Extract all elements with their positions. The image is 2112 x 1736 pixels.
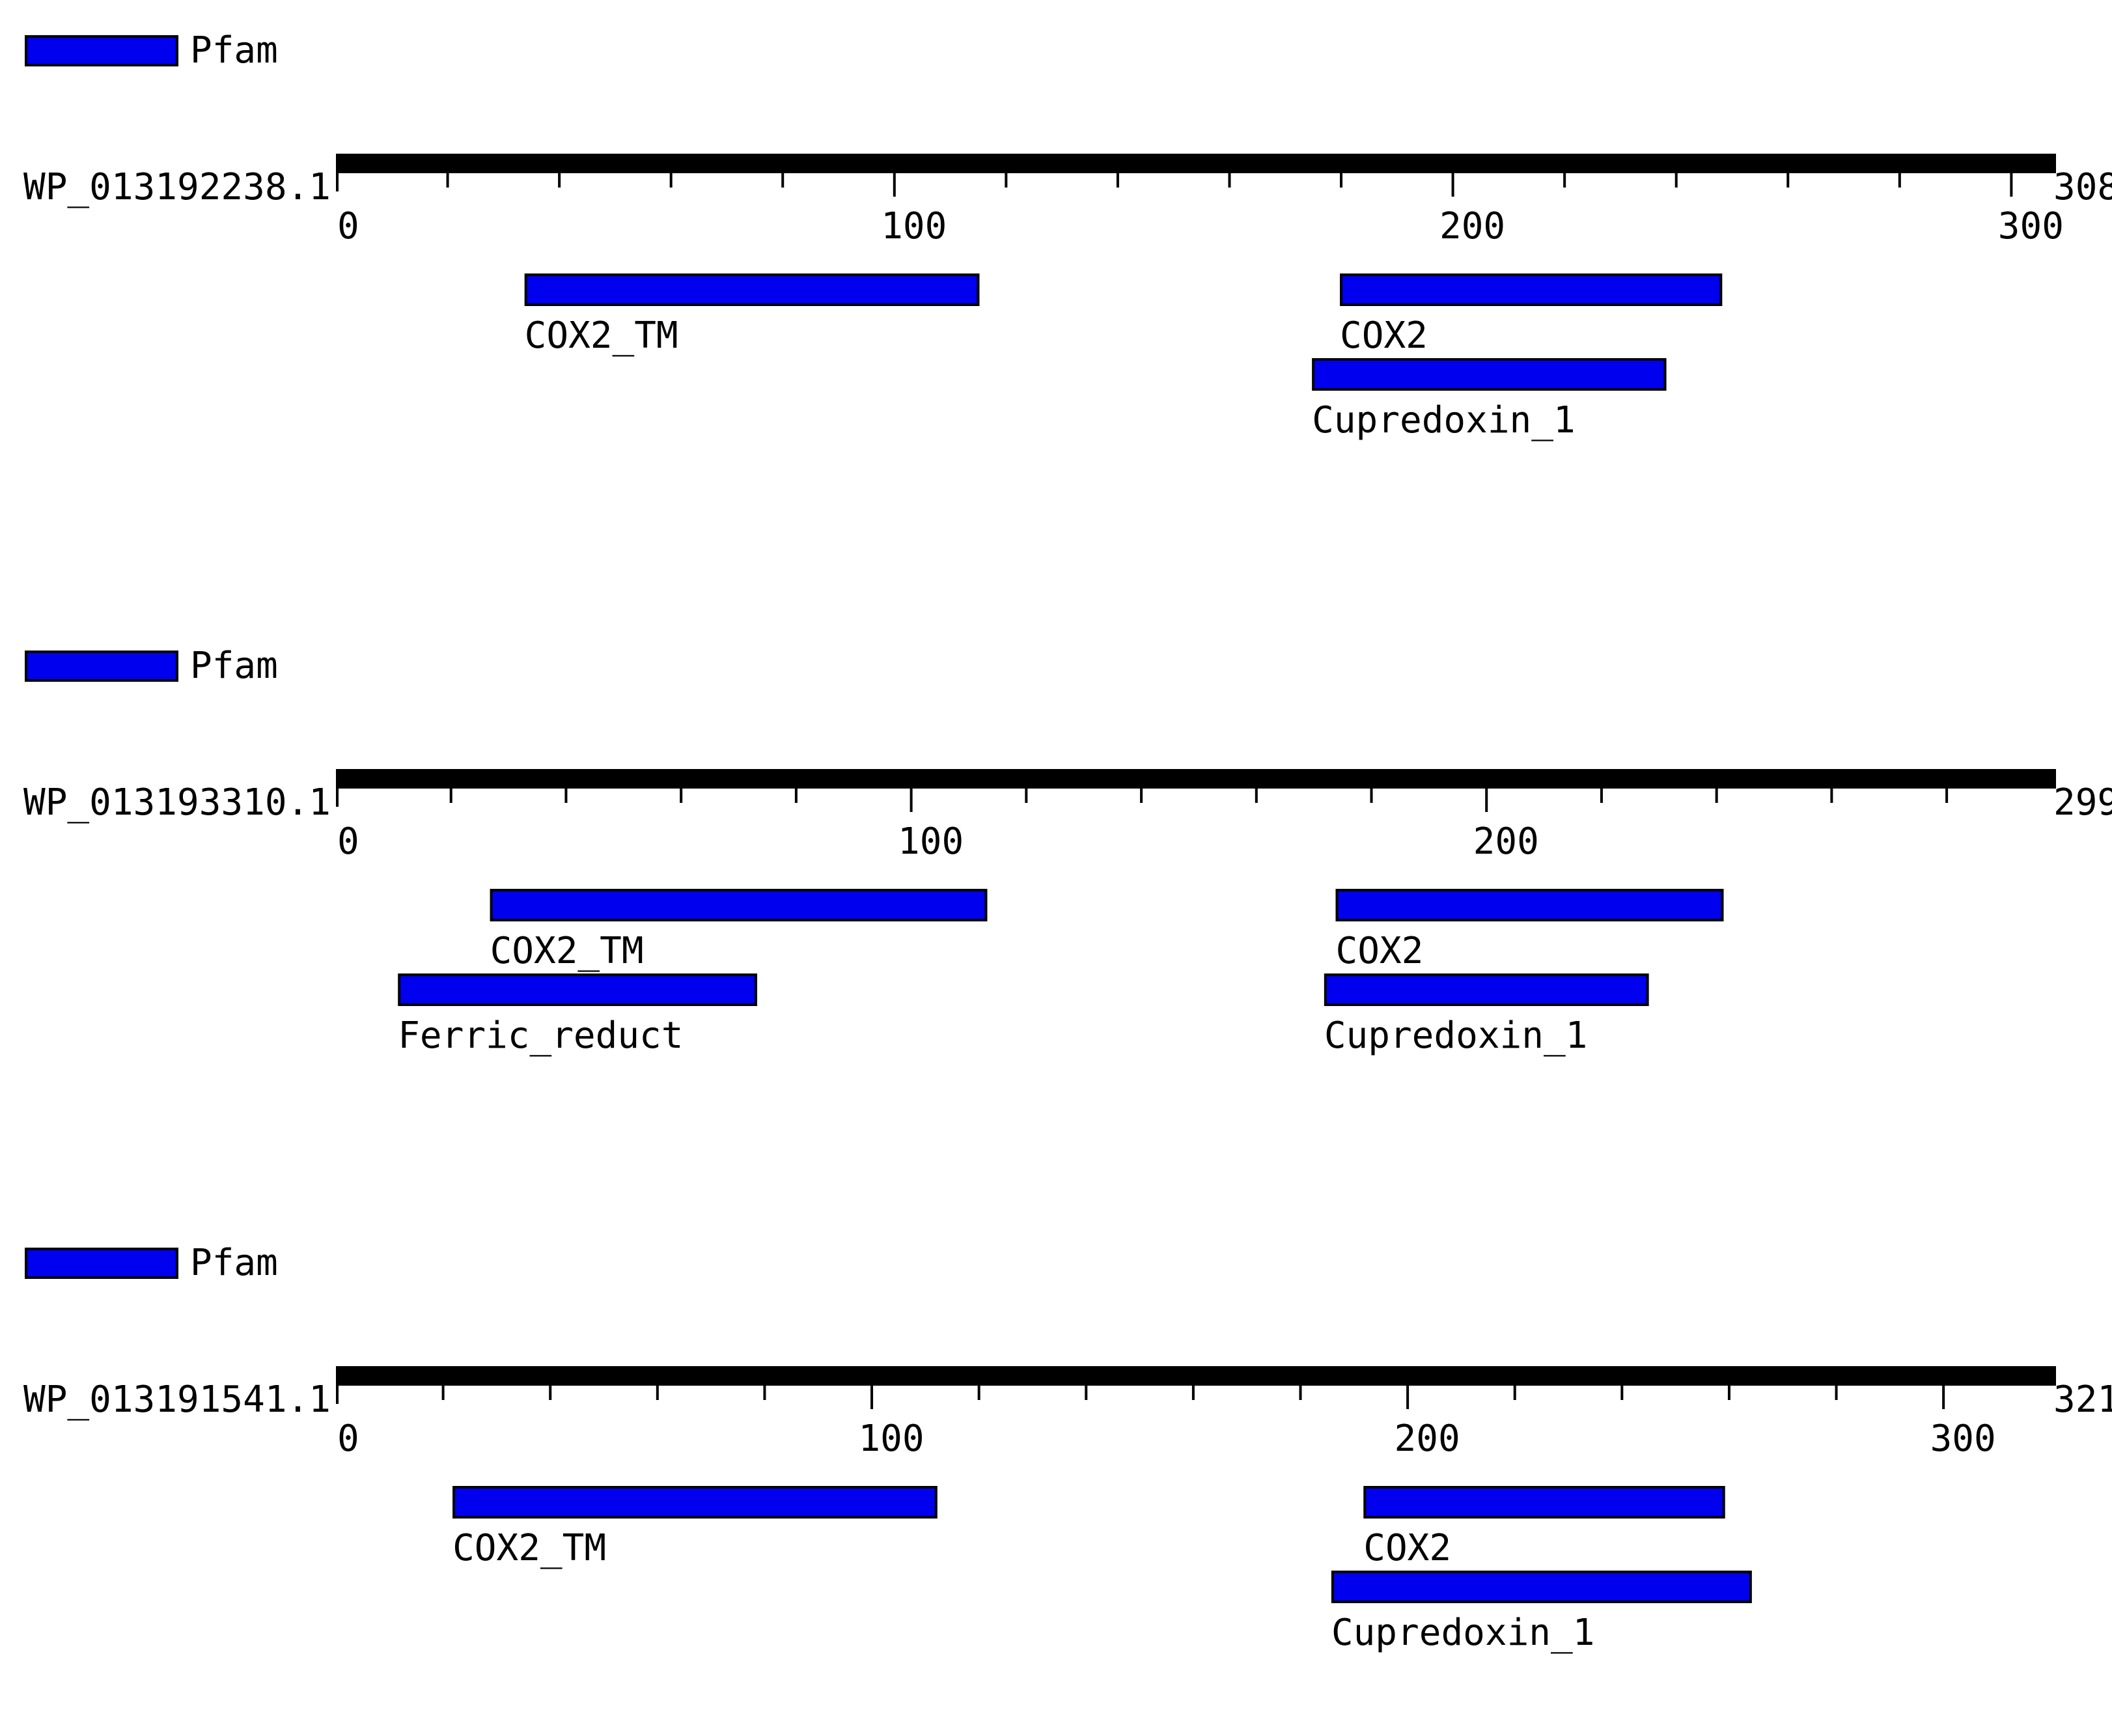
domain-label-cox2-tm: COX2_TM xyxy=(525,315,678,357)
minor-tick xyxy=(1727,1386,1730,1400)
minor-tick xyxy=(558,173,561,188)
minor-tick xyxy=(1299,1386,1302,1400)
minor-tick xyxy=(441,1386,445,1400)
minor-tick xyxy=(656,1386,659,1400)
domain-label-cupredoxin-1: Cupredoxin_1 xyxy=(1312,399,1576,441)
domain-label-cupredoxin-1: Cupredoxin_1 xyxy=(1331,1612,1595,1654)
major-tick xyxy=(1406,1386,1410,1409)
minor-tick xyxy=(1715,789,1718,803)
major-tick xyxy=(1942,1386,1945,1409)
domain-bar-ferric-reduct xyxy=(398,973,758,1006)
minor-tick xyxy=(1513,1386,1516,1400)
domain-bar-cox2-tm xyxy=(490,889,988,921)
minor-tick xyxy=(1085,1386,1088,1400)
minor-tick xyxy=(1255,789,1258,803)
major-tick xyxy=(1451,173,1454,197)
legend-swatch xyxy=(25,1248,178,1279)
domain-label-cox2: COX2 xyxy=(1335,930,1423,972)
ruler-start-tick xyxy=(336,769,339,807)
tick-label: 0 xyxy=(337,1418,359,1460)
domain-label-cox2-tm: COX2_TM xyxy=(490,930,644,972)
minor-tick xyxy=(564,789,568,803)
domain-label-cox2-tm: COX2_TM xyxy=(452,1527,606,1569)
domain-bar-cox2-tm xyxy=(524,273,980,306)
protein-length-label: 321 xyxy=(2053,1379,2112,1421)
protein-length-label: 308 xyxy=(2053,166,2112,208)
minor-tick xyxy=(1945,789,1949,803)
ruler-start-tick xyxy=(336,1366,339,1404)
domain-label-cupredoxin-1: Cupredoxin_1 xyxy=(1324,1015,1588,1057)
minor-tick xyxy=(1898,173,1901,188)
legend-label: Pfam xyxy=(190,1242,278,1284)
major-tick xyxy=(910,789,913,812)
domain-bar-cox2-tm xyxy=(452,1486,938,1519)
legend-swatch xyxy=(25,35,178,66)
domain-bar-cupredoxin-1 xyxy=(1312,358,1667,391)
minor-tick xyxy=(1370,789,1373,803)
minor-tick xyxy=(1620,1386,1624,1400)
minor-tick xyxy=(449,789,452,803)
major-tick xyxy=(870,1386,874,1409)
minor-tick xyxy=(669,173,673,188)
minor-tick xyxy=(1674,173,1678,188)
protein-length-label: 299 xyxy=(2053,781,2112,824)
domain-bar-cox2 xyxy=(1363,1486,1725,1519)
minor-tick xyxy=(1340,173,1343,188)
major-tick xyxy=(893,173,896,197)
tick-label: 300 xyxy=(1930,1418,1996,1460)
domain-label-ferric-reduct: Ferric_reduct xyxy=(398,1015,683,1057)
tick-label: 100 xyxy=(898,820,964,863)
minor-tick xyxy=(1228,173,1231,188)
minor-tick xyxy=(1140,789,1143,803)
domain-bar-cupredoxin-1 xyxy=(1331,1571,1752,1603)
tick-label: 0 xyxy=(337,820,359,863)
minor-tick xyxy=(1025,789,1028,803)
ruler-bar xyxy=(336,154,2056,173)
minor-tick xyxy=(1191,1386,1195,1400)
protein-id-label: WP_013192238.1 xyxy=(23,166,331,208)
minor-tick xyxy=(794,789,798,803)
tick-label: 300 xyxy=(1998,205,2064,247)
tick-label: 100 xyxy=(881,205,947,247)
protein-id-label: WP_013191541.1 xyxy=(23,1379,331,1421)
legend-swatch xyxy=(25,651,178,682)
major-tick xyxy=(1485,789,1488,812)
tick-label: 0 xyxy=(337,205,359,247)
legend-label: Pfam xyxy=(190,29,278,72)
minor-tick xyxy=(1600,789,1603,803)
minor-tick xyxy=(680,789,683,803)
tick-label: 100 xyxy=(858,1418,924,1460)
legend-label: Pfam xyxy=(190,645,278,687)
minor-tick xyxy=(1835,1386,1838,1400)
minor-tick xyxy=(781,173,785,188)
tick-label: 200 xyxy=(1395,1418,1460,1460)
domain-label-cox2: COX2 xyxy=(1363,1527,1451,1569)
minor-tick xyxy=(763,1386,766,1400)
minor-tick xyxy=(1005,173,1008,188)
ruler-bar xyxy=(336,769,2056,789)
major-tick xyxy=(2010,173,2013,197)
ruler-bar xyxy=(336,1366,2056,1386)
protein-id-label: WP_013193310.1 xyxy=(23,781,331,824)
domain-label-cox2: COX2 xyxy=(1340,315,1428,357)
domain-bar-cox2 xyxy=(1335,889,1724,921)
ruler-start-tick xyxy=(336,154,339,191)
tick-label: 200 xyxy=(1473,820,1539,863)
minor-tick xyxy=(549,1386,552,1400)
tick-label: 200 xyxy=(1439,205,1505,247)
minor-tick xyxy=(977,1386,980,1400)
minor-tick xyxy=(1830,789,1833,803)
domain-bar-cox2 xyxy=(1340,273,1723,306)
minor-tick xyxy=(1563,173,1566,188)
minor-tick xyxy=(1786,173,1790,188)
minor-tick xyxy=(446,173,449,188)
minor-tick xyxy=(1116,173,1119,188)
domain-bar-cupredoxin-1 xyxy=(1324,973,1649,1006)
